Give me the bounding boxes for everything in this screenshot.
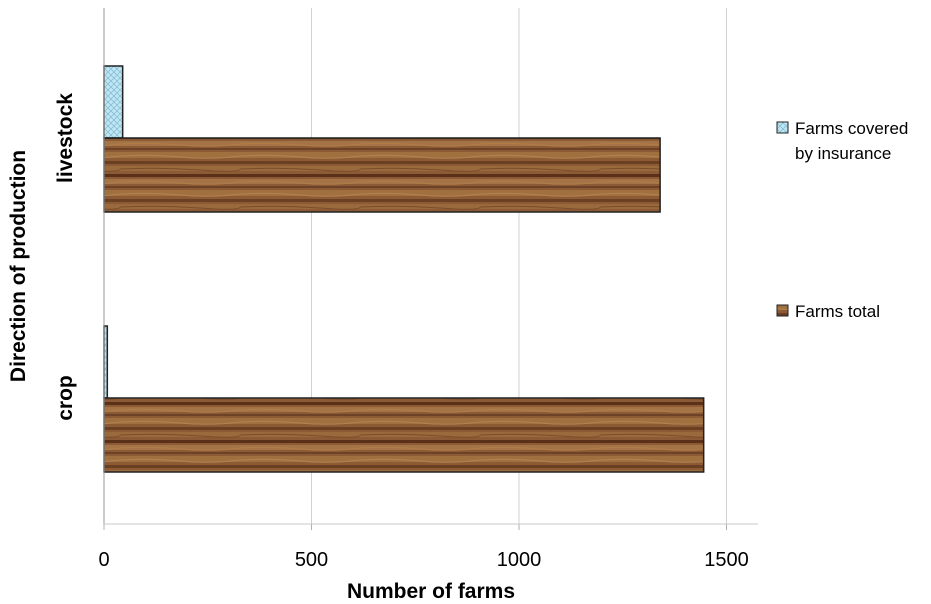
legend-label: by insurance [795, 144, 891, 163]
legend-swatch [776, 304, 789, 317]
legend: Farms covered by insurance Farms total [776, 119, 908, 321]
y-category-label: livestock [54, 93, 77, 183]
x-tick-label: 1500 [704, 549, 749, 571]
x-axis-title: Number of farms [347, 580, 515, 603]
bars [103, 65, 705, 473]
y-category-label: crop [54, 375, 77, 421]
x-tick-labels: 0 500 1000 1500 [98, 524, 749, 571]
bar-livestock-insured [103, 65, 124, 139]
bar-livestock-total [103, 137, 661, 213]
bar-crop-total [103, 397, 705, 473]
legend-swatch [776, 121, 789, 134]
category-labels: livestock crop [54, 93, 77, 421]
legend-label: Farms total [795, 302, 880, 321]
y-axis-title: Direction of production [7, 150, 30, 382]
x-tick-label: 500 [295, 549, 328, 571]
legend-label: Farms covered [795, 119, 908, 138]
x-tick-label: 1000 [497, 549, 542, 571]
x-tick-label: 0 [98, 549, 109, 571]
